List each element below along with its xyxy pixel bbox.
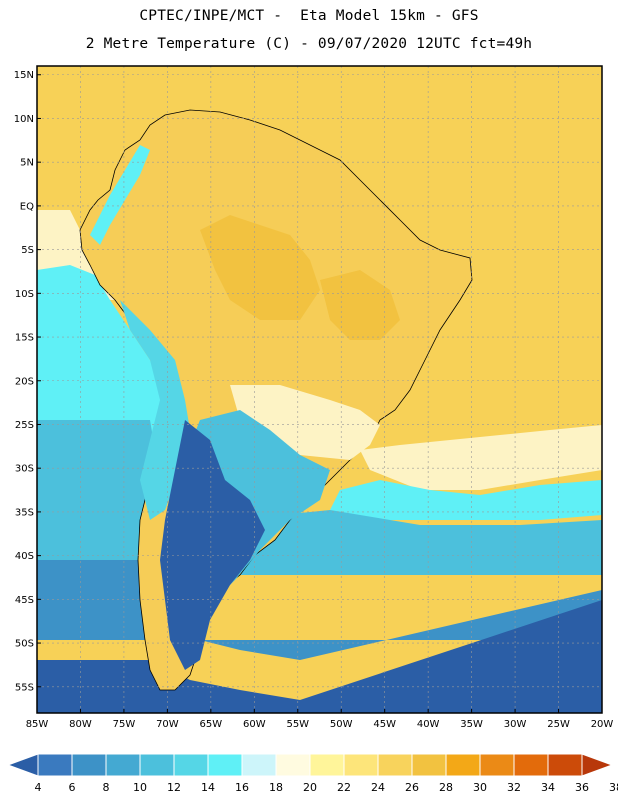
lat-label: EQ xyxy=(20,201,34,212)
colorbar-cell xyxy=(241,753,277,777)
colorbar-cell xyxy=(479,753,515,777)
colorbar-label: 24 xyxy=(371,781,385,794)
lon-label: 50W xyxy=(330,719,353,730)
colorbar-label: 8 xyxy=(103,781,110,794)
lat-label: 50S xyxy=(15,639,34,650)
lon-label: 30W xyxy=(504,719,527,730)
map-frame xyxy=(36,65,603,714)
colorbar-cell xyxy=(547,753,583,777)
colorbar-label: 28 xyxy=(439,781,453,794)
lat-label: 10N xyxy=(14,114,34,125)
longitude-labels: 85W 80W 75W 70W 65W 60W 55W 50W 45W 40W 35W 30W 25W 2… xyxy=(26,709,614,730)
lon-label: 25W xyxy=(547,719,570,730)
colorbar-label: 20 xyxy=(303,781,317,794)
lat-label: 15N xyxy=(14,70,34,81)
lon-label: 65W xyxy=(200,719,223,730)
lat-label: 25S xyxy=(15,420,34,431)
lon-label: 80W xyxy=(69,719,92,730)
lon-label: 85W xyxy=(26,719,49,730)
atlantic-light-band xyxy=(360,425,602,490)
colorbar-cell xyxy=(173,753,209,777)
colorbar-cell xyxy=(37,753,73,777)
colorbar-cell xyxy=(411,753,447,777)
lon-label: 40W xyxy=(417,719,440,730)
colorbar-cell xyxy=(275,753,311,777)
lon-label: 20W xyxy=(591,719,614,730)
lat-label: 10S xyxy=(15,289,34,300)
lat-label: 35S xyxy=(15,507,34,518)
lat-label: 5S xyxy=(21,245,34,256)
map-title-line-1: CPTEC/INPE/MCT - Eta Model 15km - GFS xyxy=(139,8,479,24)
amazon-orange xyxy=(200,215,320,320)
colorbar-label: 18 xyxy=(269,781,283,794)
lat-label: 20S xyxy=(15,376,34,387)
colorbar-cell xyxy=(71,753,107,777)
colorbar-label: 34 xyxy=(541,781,555,794)
colorbar-label: 36 xyxy=(575,781,589,794)
lon-label: 75W xyxy=(113,719,136,730)
colorbar-arrow-low xyxy=(6,753,39,777)
lat-label: 5N xyxy=(20,158,34,169)
colorbar-label: 26 xyxy=(405,781,419,794)
lat-label: 15S xyxy=(15,333,34,344)
colorbar-arrow-high xyxy=(581,753,614,777)
andes-south-cyan xyxy=(120,300,190,520)
colorbar-cell xyxy=(377,753,413,777)
latitude-labels: 15N 10N 5N EQ 5S 10S 15S 20S 25S 30S 35S 40S 45S 50S 5… xyxy=(14,70,41,693)
central-orange xyxy=(320,270,400,340)
colorbar-label: 14 xyxy=(201,781,215,794)
lat-label: 45S xyxy=(15,595,34,606)
colorbar-cell xyxy=(139,753,175,777)
map-field xyxy=(37,66,602,713)
andes-cyan xyxy=(90,145,150,245)
colorbar-cell xyxy=(343,753,379,777)
colorbar-cell xyxy=(105,753,141,777)
lat-label: 40S xyxy=(15,551,34,562)
map-title-line-2: 2 Metre Temperature (C) - 09/07/2020 12U… xyxy=(85,36,533,52)
colorbar-label: 16 xyxy=(235,781,249,794)
lat-label: 30S xyxy=(15,464,34,475)
colorbar-label: 4 xyxy=(35,781,42,794)
colorbar-label: 10 xyxy=(133,781,147,794)
colorbar-cell xyxy=(309,753,345,777)
atlantic-cyan-band xyxy=(330,480,602,520)
patagonia-blue xyxy=(160,420,265,670)
lon-label: 60W xyxy=(243,719,266,730)
colorbar-label: 22 xyxy=(337,781,351,794)
colorbar-label: 12 xyxy=(167,781,181,794)
colorbar-label: 32 xyxy=(507,781,521,794)
colorbar-cell xyxy=(513,753,549,777)
colorbar-label: 38 xyxy=(609,781,618,794)
lon-label: 35W xyxy=(460,719,483,730)
lon-label: 45W xyxy=(373,719,396,730)
colorbar-cell xyxy=(207,753,243,777)
colorbar-cell xyxy=(445,753,481,777)
colorbar-label: 6 xyxy=(69,781,76,794)
lon-label: 70W xyxy=(156,719,179,730)
gridlines xyxy=(37,66,602,713)
lat-label: 55S xyxy=(15,682,34,693)
colorbar-label: 30 xyxy=(473,781,487,794)
lon-label: 55W xyxy=(286,719,309,730)
